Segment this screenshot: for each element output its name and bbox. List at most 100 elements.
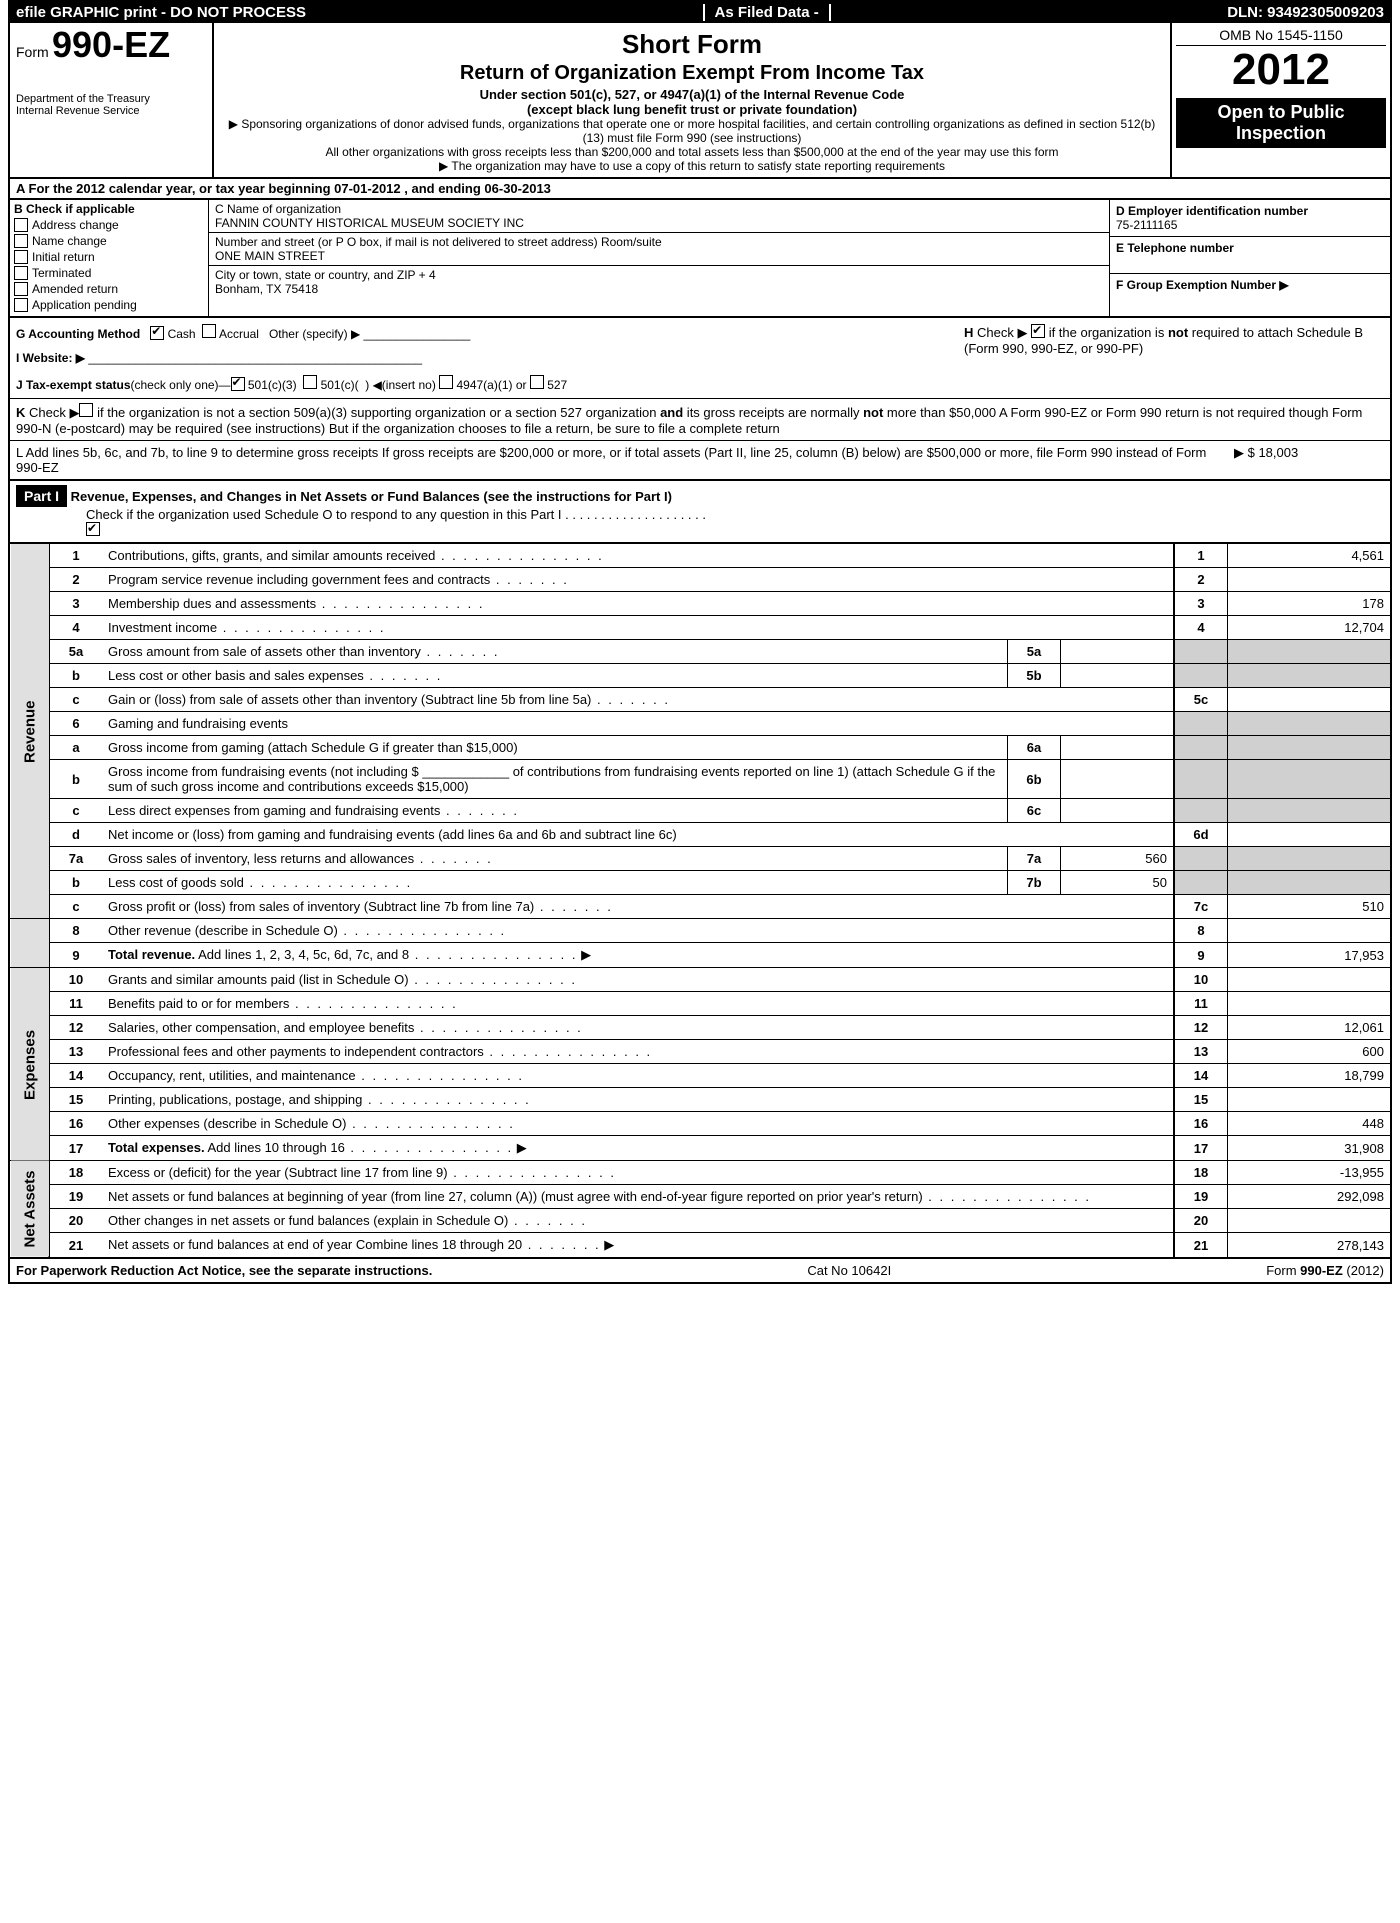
- sub2: (except black lung benefit trust or priv…: [222, 102, 1162, 117]
- label-addr: Number and street (or P O box, if mail i…: [215, 235, 1103, 249]
- cb-501c3[interactable]: [231, 377, 245, 391]
- b-title: B Check if applicable: [14, 202, 204, 216]
- l7b-num: b: [49, 871, 102, 895]
- l15-desc: Printing, publications, postage, and shi…: [108, 1092, 362, 1107]
- cb-name[interactable]: [14, 234, 28, 248]
- l7b-mval: 50: [1061, 871, 1175, 895]
- col-d: D Employer identification number 75-2111…: [1109, 200, 1390, 316]
- l20-desc: Other changes in net assets or fund bala…: [108, 1213, 508, 1228]
- cb-initial[interactable]: [14, 250, 28, 264]
- fine3: ▶ The organization may have to use a cop…: [222, 159, 1162, 173]
- top-bar: efile GRAPHIC print - DO NOT PROCESS As …: [10, 2, 1390, 23]
- label-d: D Employer identification number: [1116, 204, 1384, 218]
- form-number: 990-EZ: [52, 24, 170, 65]
- l16-box: 16: [1174, 1112, 1228, 1136]
- side-netassets: Net Assets: [10, 1161, 49, 1258]
- l7a-shade: [1174, 847, 1228, 871]
- l8-num: 8: [49, 919, 102, 943]
- l9-box: 9: [1174, 943, 1228, 968]
- l7a-desc: Gross sales of inventory, less returns a…: [108, 851, 414, 866]
- l17-val: 31,908: [1228, 1136, 1391, 1161]
- l5c-desc: Gain or (loss) from sale of assets other…: [108, 692, 591, 707]
- cb-accrual[interactable]: [202, 324, 216, 338]
- l21-val: 278,143: [1228, 1233, 1391, 1258]
- l7b-shade2: [1228, 871, 1391, 895]
- cb-k[interactable]: [79, 403, 93, 417]
- cb-cash[interactable]: [150, 326, 164, 340]
- l10-box: 10: [1174, 968, 1228, 992]
- l17-desc: Total expenses.: [108, 1140, 205, 1155]
- l17-num: 17: [49, 1136, 102, 1161]
- l10-val: [1228, 968, 1391, 992]
- l20-box: 20: [1174, 1209, 1228, 1233]
- l6c-shade: [1174, 799, 1228, 823]
- l20-num: 20: [49, 1209, 102, 1233]
- part1-title: Revenue, Expenses, and Changes in Net As…: [71, 489, 672, 504]
- col-c: C Name of organization FANNIN COUNTY HIS…: [209, 200, 1109, 316]
- form-table: Revenue 1 Contributions, gifts, grants, …: [10, 543, 1390, 1257]
- cb-4947[interactable]: [439, 375, 453, 389]
- l5c-num: c: [49, 688, 102, 712]
- l6c-num: c: [49, 799, 102, 823]
- title: Return of Organization Exempt From Incom…: [222, 62, 1162, 85]
- year: 2012: [1176, 46, 1386, 94]
- cb-schedule-o[interactable]: [86, 522, 100, 536]
- l7c-num: c: [49, 895, 102, 919]
- label-city: City or town, state or country, and ZIP …: [215, 268, 1103, 282]
- org-name: FANNIN COUNTY HISTORICAL MUSEUM SOCIETY …: [215, 216, 1103, 230]
- l15-val: [1228, 1088, 1391, 1112]
- l18-desc: Excess or (deficit) for the year (Subtra…: [108, 1165, 448, 1180]
- l6d-box: 6d: [1174, 823, 1228, 847]
- cb-527[interactable]: [530, 375, 544, 389]
- cb-address[interactable]: [14, 218, 28, 232]
- l6b-shade2: [1228, 760, 1391, 799]
- header: Form 990-EZ Department of the Treasury I…: [10, 23, 1390, 179]
- l5a-num: 5a: [49, 640, 102, 664]
- col-b: B Check if applicable Address change Nam…: [10, 200, 209, 316]
- l5b-desc: Less cost or other basis and sales expen…: [108, 668, 364, 683]
- l9-val: 17,953: [1228, 943, 1391, 968]
- l6d-num: d: [49, 823, 102, 847]
- dept1: Department of the Treasury: [16, 93, 206, 105]
- top-left: efile GRAPHIC print - DO NOT PROCESS: [16, 4, 306, 21]
- l5a-shade: [1174, 640, 1228, 664]
- cb-pending[interactable]: [14, 298, 28, 312]
- footer-left: For Paperwork Reduction Act Notice, see …: [16, 1263, 432, 1278]
- ein: 75-2111165: [1116, 218, 1384, 232]
- footer-right: Form 990-EZ (2012): [1266, 1263, 1384, 1278]
- cb-pending-label: Application pending: [32, 298, 137, 312]
- city: Bonham, TX 75418: [215, 282, 1103, 296]
- l13-desc: Professional fees and other payments to …: [108, 1044, 484, 1059]
- l6a-num: a: [49, 736, 102, 760]
- l19-num: 19: [49, 1185, 102, 1209]
- l5c-box: 5c: [1174, 688, 1228, 712]
- l6-num: 6: [49, 712, 102, 736]
- l1-val: 4,561: [1228, 544, 1391, 568]
- l1-box: 1: [1174, 544, 1228, 568]
- l11-num: 11: [49, 992, 102, 1016]
- header-center: Short Form Return of Organization Exempt…: [214, 23, 1170, 177]
- l7b-shade: [1174, 871, 1228, 895]
- l9-desc: Total revenue.: [108, 947, 195, 962]
- dept2: Internal Revenue Service: [16, 105, 206, 117]
- l16-num: 16: [49, 1112, 102, 1136]
- side-revenue: Revenue: [10, 544, 49, 919]
- l10-desc: Grants and similar amounts paid (list in…: [108, 972, 409, 987]
- l21-num: 21: [49, 1233, 102, 1258]
- l6b-mval: [1061, 760, 1175, 799]
- l16-val: 448: [1228, 1112, 1391, 1136]
- cb-terminated[interactable]: [14, 266, 28, 280]
- cb-h[interactable]: [1031, 324, 1045, 338]
- cb-501c[interactable]: [303, 375, 317, 389]
- l5c-val: [1228, 688, 1391, 712]
- omb: OMB No 1545-1150: [1176, 27, 1386, 46]
- accrual-label: Accrual: [219, 327, 259, 341]
- part1-header: Part I Revenue, Expenses, and Changes in…: [10, 481, 1390, 543]
- l4-num: 4: [49, 616, 102, 640]
- cb-amended[interactable]: [14, 282, 28, 296]
- l6c-mbox: 6c: [1008, 799, 1061, 823]
- l13-box: 13: [1174, 1040, 1228, 1064]
- l14-val: 18,799: [1228, 1064, 1391, 1088]
- l12-box: 12: [1174, 1016, 1228, 1040]
- top-mid: As Filed Data -: [703, 4, 831, 21]
